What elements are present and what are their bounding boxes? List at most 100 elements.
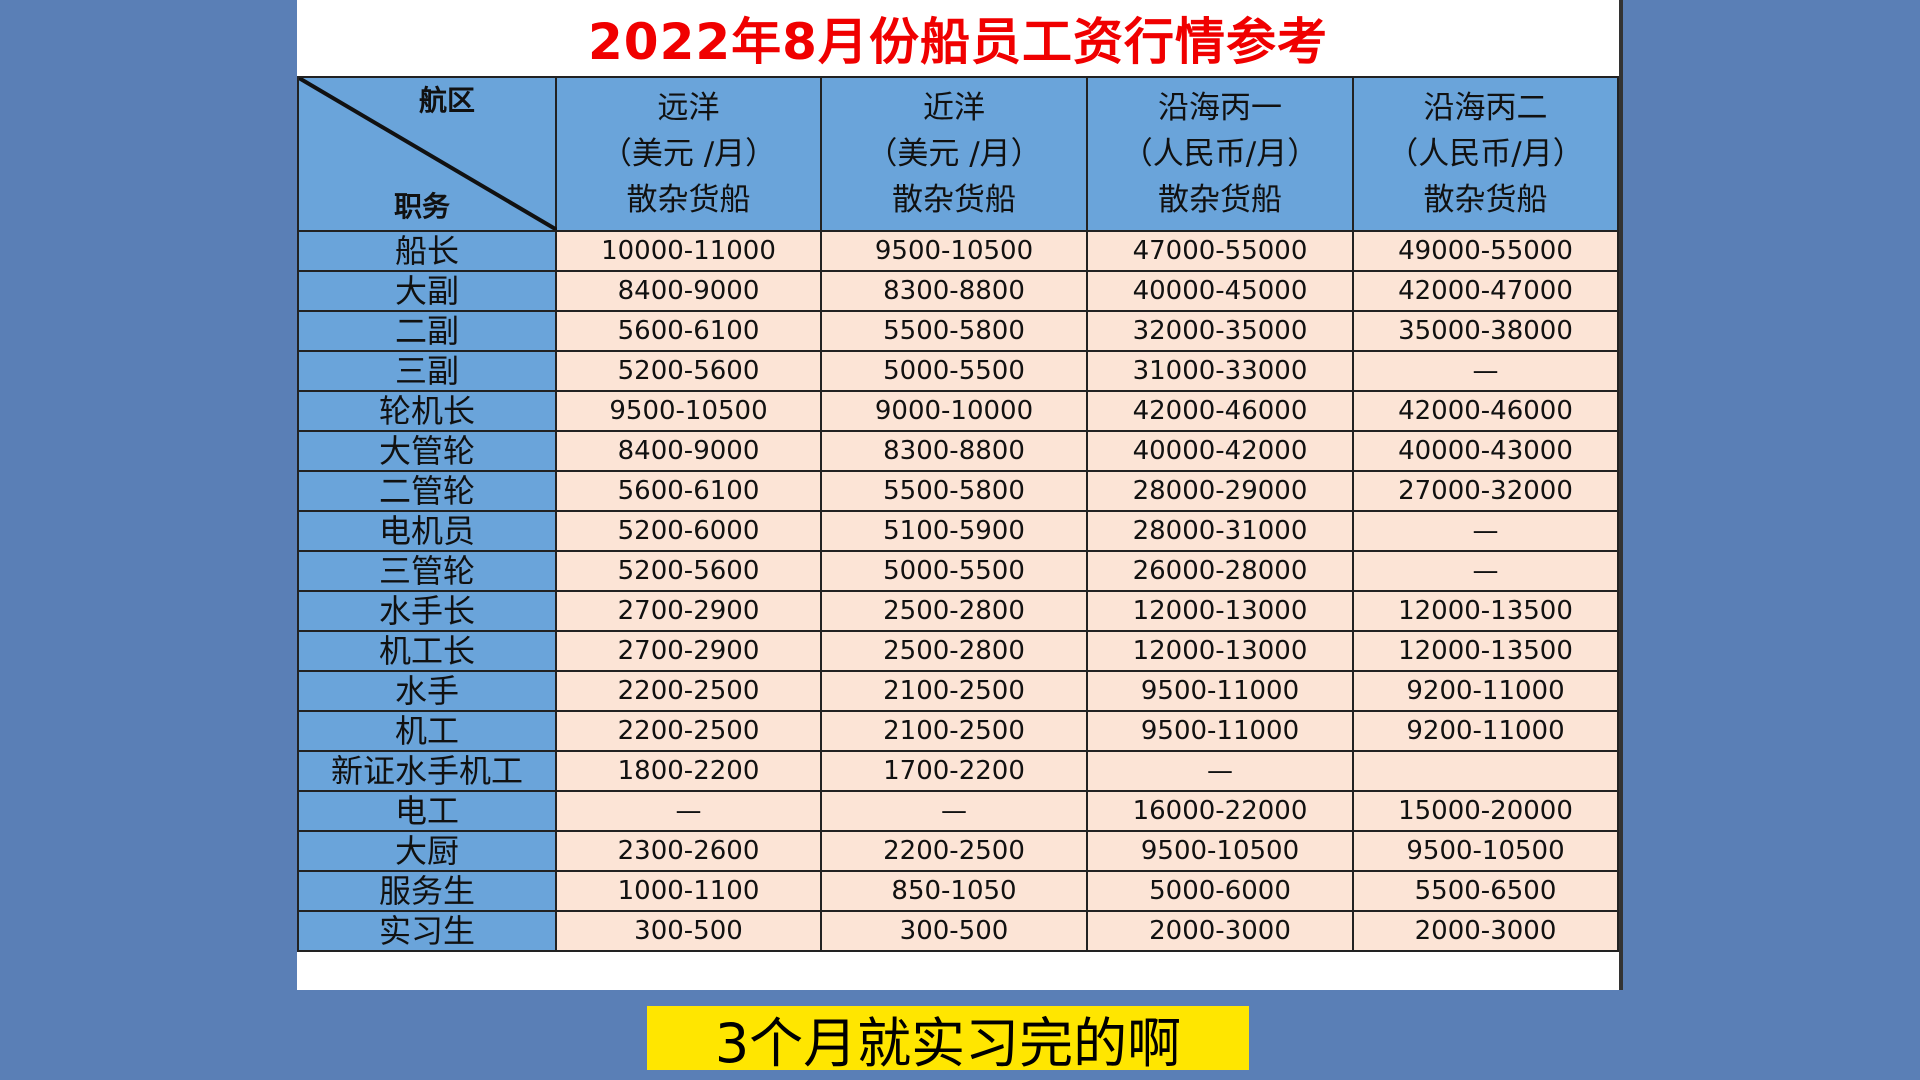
- salary-cell: 28000-29000: [1086, 470, 1354, 512]
- salary-cell: 2700-2900: [555, 590, 822, 632]
- salary-cell: —: [555, 790, 822, 832]
- table-row: 实习生 300-500 300-500 2000-3000 2000-3000: [297, 910, 1619, 952]
- salary-cell: 26000-28000: [1086, 550, 1354, 592]
- salary-cell: 5600-6100: [555, 470, 822, 512]
- salary-table: 航区 职务 远洋 （美元 /月） 散杂货船 近洋 （美元 /月） 散杂货船 沿海丙一 （人民币…: [297, 76, 1619, 952]
- salary-cell: 2100-2500: [820, 670, 1088, 712]
- salary-cell: 5200-5600: [555, 550, 822, 592]
- salary-cell: 40000-43000: [1352, 430, 1619, 472]
- table-row: 二副 5600-6100 5500-5800 32000-35000 35000-380…: [297, 310, 1619, 352]
- salary-cell: 1800-2200: [555, 750, 822, 792]
- role-cell: 电工: [297, 790, 557, 832]
- salary-cell: 9500-10500: [1352, 830, 1619, 872]
- corner-top-label: 航区: [419, 84, 476, 117]
- salary-cell: 16000-22000: [1086, 790, 1354, 832]
- table-row: 水手 2200-2500 2100-2500 9500-11000 9200-11000: [297, 670, 1619, 712]
- column-header-type: 散杂货船: [626, 182, 751, 218]
- role-cell: 二副: [297, 310, 557, 352]
- salary-cell: 5500-5800: [820, 470, 1088, 512]
- salary-cell: 12000-13500: [1352, 630, 1619, 672]
- table-row: 服务生 1000-1100 850-1050 5000-6000 5500-6500: [297, 870, 1619, 912]
- salary-cell: —: [820, 790, 1088, 832]
- salary-cell: 35000-38000: [1352, 310, 1619, 352]
- column-header-unit: （人民币/月）: [1121, 136, 1319, 172]
- role-cell: 实习生: [297, 910, 557, 952]
- salary-cell: 2300-2600: [555, 830, 822, 872]
- salary-cell: 42000-46000: [1352, 390, 1619, 432]
- salary-cell: 2200-2500: [555, 710, 822, 752]
- salary-cell: 9200-11000: [1352, 710, 1619, 752]
- salary-cell: 5100-5900: [820, 510, 1088, 552]
- table-row: 三副 5200-5600 5000-5500 31000-33000—: [297, 350, 1619, 392]
- corner-bottom-label: 职务: [394, 190, 451, 223]
- role-cell: 新证水手机工: [297, 750, 557, 792]
- role-cell: 船长: [297, 230, 557, 272]
- salary-cell: 5200-6000: [555, 510, 822, 552]
- column-header: 沿海丙一 （人民币/月） 散杂货船: [1086, 76, 1354, 232]
- column-header-region: 沿海丙二: [1423, 90, 1548, 126]
- subtitle-caption: 3个月就实习完的啊: [647, 1006, 1249, 1075]
- table-row: 三管轮 5200-5600 5000-5500 26000-28000—: [297, 550, 1619, 592]
- salary-cell: 1700-2200: [820, 750, 1088, 792]
- role-cell: 大管轮: [297, 430, 557, 472]
- role-cell: 电机员: [297, 510, 557, 552]
- column-header-unit: （美元 /月）: [600, 136, 777, 172]
- salary-cell: —: [1352, 350, 1619, 392]
- role-cell: 轮机长: [297, 390, 557, 432]
- salary-cell: 9500-10500: [820, 230, 1088, 272]
- salary-cell: 9500-10500: [1086, 830, 1354, 872]
- column-header: 近洋 （美元 /月） 散杂货船: [820, 76, 1088, 232]
- salary-cell: 2000-3000: [1086, 910, 1354, 952]
- salary-cell: —: [1352, 510, 1619, 552]
- salary-cell: 49000-55000: [1352, 230, 1619, 272]
- table-row: 新证水手机工 1800-2200 1700-2200—: [297, 750, 1619, 792]
- salary-cell: 28000-31000: [1086, 510, 1354, 552]
- role-cell: 服务生: [297, 870, 557, 912]
- column-header-region: 沿海丙一: [1158, 90, 1282, 126]
- table-row: 电机员 5200-6000 5100-5900 28000-31000—: [297, 510, 1619, 552]
- salary-cell: 32000-35000: [1086, 310, 1354, 352]
- salary-cell: 47000-55000: [1086, 230, 1354, 272]
- salary-cell: 9200-11000: [1352, 670, 1619, 712]
- diagonal-divider: [299, 78, 557, 230]
- salary-cell: 27000-32000: [1352, 470, 1619, 512]
- table-row: 大管轮 8400-9000 8300-8800 40000-42000 40000-43…: [297, 430, 1619, 472]
- column-header-unit: （人民币/月）: [1387, 136, 1584, 172]
- role-cell: 机工长: [297, 630, 557, 672]
- column-header-unit: （美元 /月）: [866, 136, 1042, 172]
- salary-cell: 15000-20000: [1352, 790, 1619, 832]
- salary-cell: 12000-13000: [1086, 590, 1354, 632]
- salary-cell: [1352, 750, 1619, 792]
- salary-cell: 2500-2800: [820, 590, 1088, 632]
- table-row: 二管轮 5600-6100 5500-5800 28000-29000 27000-32…: [297, 470, 1619, 512]
- role-cell: 三管轮: [297, 550, 557, 592]
- column-header-region: 近洋: [923, 90, 985, 126]
- table-row: 大厨 2300-2600 2200-2500 9500-10500 9500-10500: [297, 830, 1619, 872]
- salary-cell: 5200-5600: [555, 350, 822, 392]
- table-row: 轮机长 9500-10500 9000-10000 42000-46000 42000-…: [297, 390, 1619, 432]
- role-cell: 机工: [297, 710, 557, 752]
- salary-cell: 2200-2500: [555, 670, 822, 712]
- salary-cell: 850-1050: [820, 870, 1088, 912]
- role-cell: 大厨: [297, 830, 557, 872]
- salary-cell: 5000-5500: [820, 550, 1088, 592]
- salary-cell: 5000-5500: [820, 350, 1088, 392]
- salary-cell: 42000-46000: [1086, 390, 1354, 432]
- salary-cell: 2000-3000: [1352, 910, 1619, 952]
- salary-cell: 9000-10000: [820, 390, 1088, 432]
- salary-sheet: 2022年8月份船员工资行情参考 航区 职务 远洋 （美元 /月） 散杂货船 近洋 （美…: [297, 0, 1623, 990]
- role-cell: 大副: [297, 270, 557, 312]
- salary-cell: 5600-6100: [555, 310, 822, 352]
- salary-cell: 5000-6000: [1086, 870, 1354, 912]
- salary-cell: 9500-11000: [1086, 710, 1354, 752]
- column-header-type: 散杂货船: [892, 182, 1016, 218]
- salary-cell: 5500-6500: [1352, 870, 1619, 912]
- salary-cell: 5500-5800: [820, 310, 1088, 352]
- salary-cell: 40000-42000: [1086, 430, 1354, 472]
- table-row: 电工 — —16000-22000 15000-20000: [297, 790, 1619, 832]
- salary-cell: 12000-13500: [1352, 590, 1619, 632]
- salary-cell: 8300-8800: [820, 270, 1088, 312]
- table-row: 机工长 2700-2900 2500-2800 12000-13000 12000-13…: [297, 630, 1619, 672]
- column-header-region: 远洋: [657, 90, 720, 126]
- salary-cell: 300-500: [555, 910, 822, 952]
